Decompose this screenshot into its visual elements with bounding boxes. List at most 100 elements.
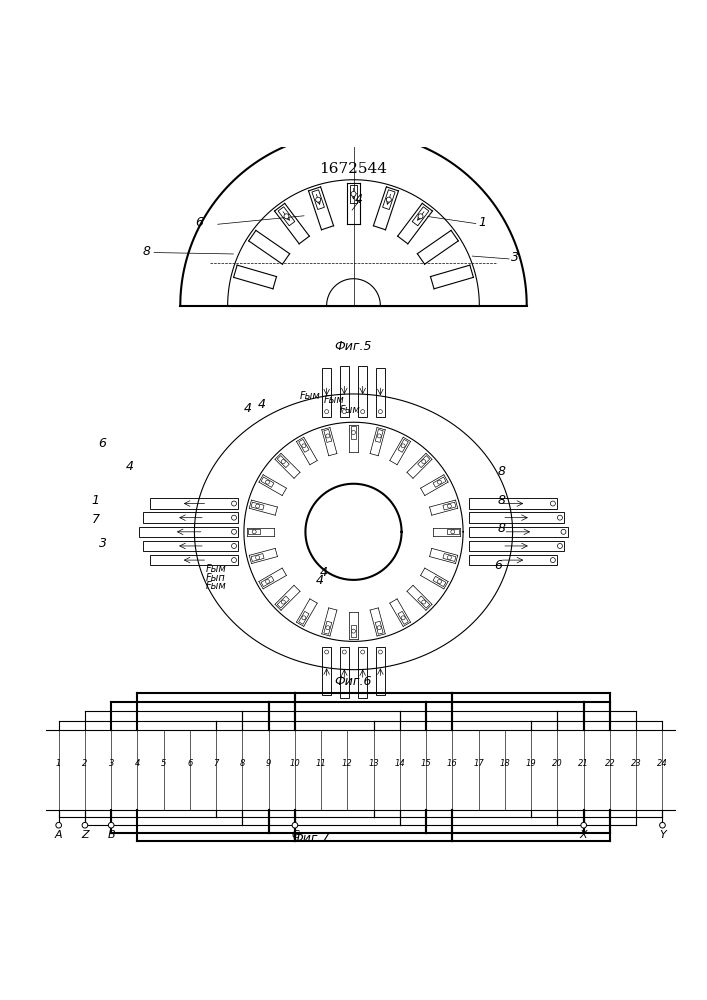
Text: 1672544: 1672544: [320, 162, 387, 176]
Circle shape: [558, 515, 563, 520]
Text: 13: 13: [368, 759, 379, 768]
Text: 4: 4: [315, 574, 324, 587]
Text: 8: 8: [240, 759, 245, 768]
Circle shape: [448, 504, 451, 508]
Text: 6: 6: [187, 759, 192, 768]
Text: 21: 21: [578, 759, 589, 768]
Text: 17: 17: [473, 759, 484, 768]
Text: Fып: Fып: [206, 573, 226, 583]
Circle shape: [284, 214, 289, 219]
Text: 20: 20: [552, 759, 563, 768]
Text: Fым: Fым: [299, 391, 320, 401]
Text: Fым: Fым: [323, 395, 344, 405]
Text: 12: 12: [342, 759, 353, 768]
Circle shape: [342, 650, 346, 654]
Circle shape: [302, 444, 306, 448]
Text: 23: 23: [631, 759, 641, 768]
Text: Z: Z: [81, 830, 89, 840]
Text: 3: 3: [98, 537, 107, 550]
Circle shape: [401, 616, 405, 620]
Circle shape: [231, 558, 236, 563]
Circle shape: [281, 600, 285, 604]
Text: 4: 4: [320, 566, 328, 579]
Text: 11: 11: [316, 759, 327, 768]
Circle shape: [378, 434, 381, 438]
Text: Фиг.5: Фиг.5: [334, 340, 373, 353]
Circle shape: [252, 530, 256, 534]
Circle shape: [361, 410, 365, 414]
Circle shape: [422, 460, 426, 464]
Circle shape: [326, 434, 329, 438]
Circle shape: [302, 616, 306, 620]
Circle shape: [266, 579, 269, 583]
Text: 6: 6: [494, 559, 503, 572]
Circle shape: [108, 822, 114, 828]
Circle shape: [438, 480, 441, 484]
Text: C: C: [291, 830, 299, 840]
Text: 6: 6: [98, 437, 107, 450]
Text: 7: 7: [91, 513, 100, 526]
Circle shape: [231, 543, 236, 548]
Circle shape: [451, 530, 455, 534]
Text: 4: 4: [257, 398, 266, 411]
Text: 24: 24: [657, 759, 668, 768]
Circle shape: [316, 197, 321, 202]
Text: 8: 8: [143, 245, 151, 258]
Text: 4: 4: [355, 193, 363, 206]
Circle shape: [325, 410, 329, 414]
Text: 19: 19: [526, 759, 537, 768]
Circle shape: [326, 626, 329, 630]
Circle shape: [231, 501, 236, 506]
Text: X: X: [580, 830, 588, 840]
Text: 10: 10: [290, 759, 300, 768]
Text: Y: Y: [659, 830, 666, 840]
Text: 4: 4: [125, 460, 134, 473]
Circle shape: [660, 822, 665, 828]
Circle shape: [231, 515, 236, 520]
Text: Фиг.7: Фиг.7: [292, 832, 330, 845]
Text: 3: 3: [510, 251, 519, 264]
Circle shape: [448, 556, 451, 559]
Circle shape: [281, 460, 285, 464]
Circle shape: [325, 650, 329, 654]
Text: 14: 14: [395, 759, 405, 768]
Circle shape: [56, 822, 62, 828]
Text: A: A: [55, 830, 62, 840]
Text: 2: 2: [82, 759, 88, 768]
Text: 8: 8: [498, 522, 506, 535]
Circle shape: [292, 822, 298, 828]
Text: 15: 15: [421, 759, 431, 768]
Text: Fым: Fым: [339, 405, 361, 415]
Text: 1: 1: [478, 216, 486, 229]
Text: B: B: [107, 830, 115, 840]
Text: Fым: Fым: [205, 581, 226, 591]
Circle shape: [401, 444, 405, 448]
Circle shape: [378, 626, 381, 630]
Text: Fым: Fым: [205, 564, 226, 574]
Circle shape: [386, 197, 391, 202]
Circle shape: [550, 558, 556, 563]
Text: 1: 1: [56, 759, 62, 768]
Circle shape: [558, 543, 563, 548]
Circle shape: [361, 650, 365, 654]
Text: 16: 16: [447, 759, 458, 768]
Text: 7: 7: [214, 759, 219, 768]
Circle shape: [550, 501, 556, 506]
Text: 5: 5: [161, 759, 166, 768]
Text: 18: 18: [500, 759, 510, 768]
Text: 9: 9: [266, 759, 271, 768]
Text: 3: 3: [108, 759, 114, 768]
Circle shape: [378, 650, 382, 654]
Text: 1: 1: [91, 493, 100, 506]
Circle shape: [418, 214, 423, 219]
Circle shape: [581, 822, 587, 828]
Circle shape: [422, 600, 426, 604]
Text: 8: 8: [498, 465, 506, 478]
Text: 4: 4: [243, 402, 252, 415]
Text: 8: 8: [498, 493, 506, 506]
Text: Фиг.6: Фиг.6: [334, 675, 373, 688]
Circle shape: [561, 529, 566, 534]
Circle shape: [342, 410, 346, 414]
Circle shape: [378, 410, 382, 414]
Text: 6: 6: [195, 216, 204, 229]
